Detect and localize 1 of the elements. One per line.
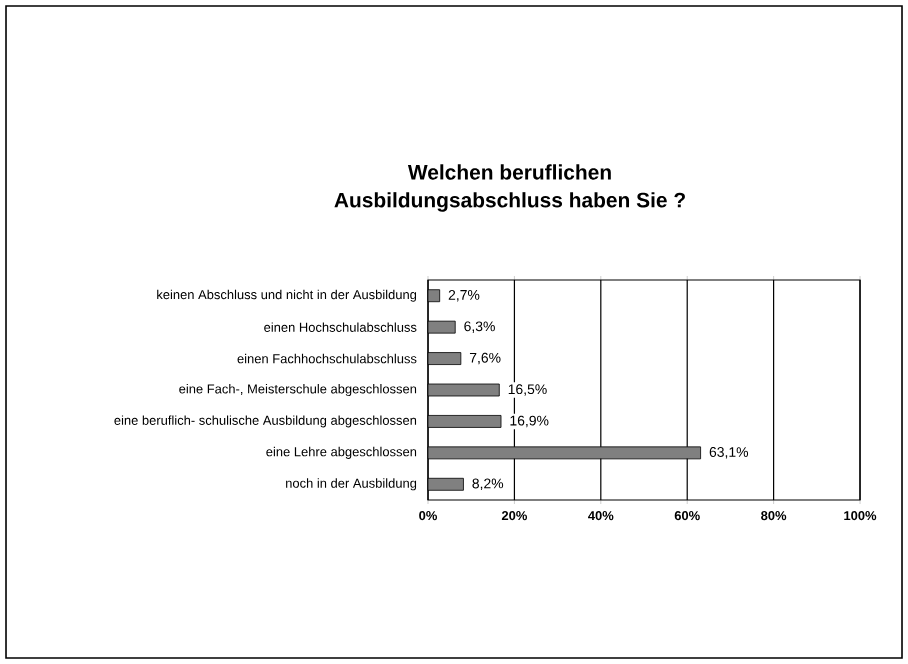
chart-title: Welchen beruflichen Ausbildungsabschluss haben Sie ? — [334, 164, 685, 212]
